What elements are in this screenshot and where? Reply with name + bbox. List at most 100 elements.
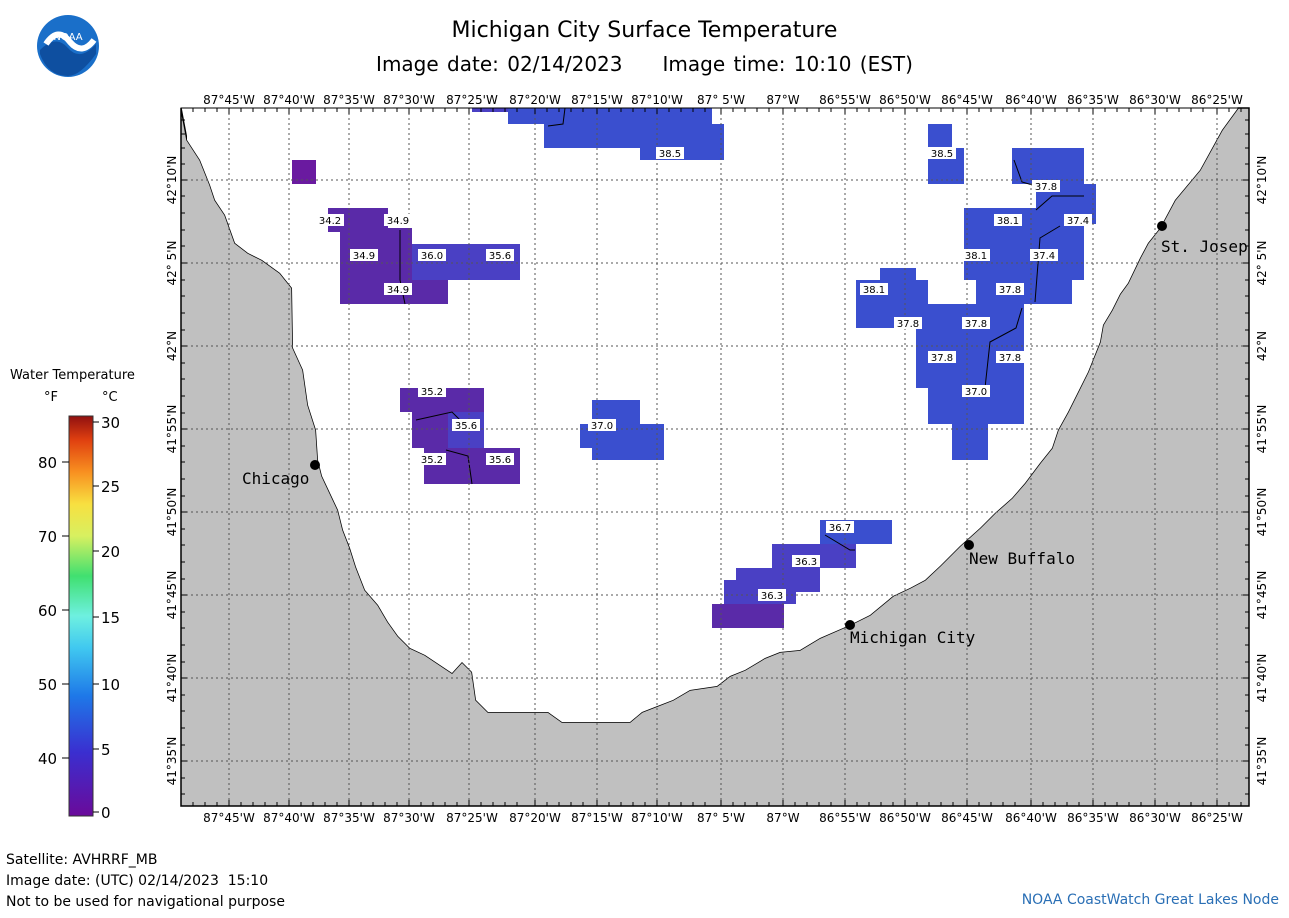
temp-label: 36.0	[418, 249, 446, 262]
lon-label: 87°10'W	[631, 811, 683, 825]
temp-label: 37.8	[928, 351, 956, 364]
lon-label: 86°45'W	[941, 811, 993, 825]
lon-label: 86°50'W	[879, 93, 931, 107]
lat-label: 41°50'N	[165, 488, 179, 537]
temp-label: 36.7	[826, 521, 854, 534]
lat-label: 42° 5'N	[165, 241, 179, 286]
lon-label: 87°30'W	[383, 811, 435, 825]
lon-label: 86°40'W	[1005, 811, 1057, 825]
temp-label: 37.8	[1032, 180, 1060, 193]
temp-label: 35.2	[418, 385, 446, 398]
frame-ticks	[180, 108, 1249, 806]
lon-label: 87°35'W	[323, 93, 375, 107]
svg-text:37.8: 37.8	[931, 353, 953, 364]
svg-text:34.9: 34.9	[387, 285, 409, 296]
lon-label: 87°25'W	[446, 93, 498, 107]
svg-text:37.4: 37.4	[1067, 216, 1089, 227]
svg-text:36.3: 36.3	[795, 557, 817, 568]
legend-c-tick: 5	[101, 741, 111, 759]
footer-utc-date: Image date: (UTC) 02/14/2023 15:10	[6, 873, 269, 889]
svg-text:36.3: 36.3	[761, 591, 783, 602]
svg-text:38.5: 38.5	[931, 149, 953, 160]
footer-satellite: Satellite: AVHRRF_MB	[6, 852, 158, 868]
temp-label: 38.1	[994, 214, 1022, 227]
legend-f-tick: 70	[38, 528, 57, 546]
lat-label: 41°45'N	[165, 571, 179, 620]
lon-label: 87°15'W	[571, 93, 623, 107]
svg-text:37.4: 37.4	[1033, 251, 1055, 262]
lon-label: 87°W	[766, 811, 799, 825]
temperature-legend: Water Temperature °F °C 80 70 60 50 40 3…	[10, 368, 135, 822]
temp-label: 35.6	[486, 453, 514, 466]
temp-label: 34.2	[316, 214, 344, 227]
lon-label: 87°25'W	[446, 811, 498, 825]
lon-label: 86°55'W	[819, 93, 871, 107]
image-time: Image time: 10:10 (EST)	[662, 52, 913, 76]
svg-text:37.8: 37.8	[1035, 182, 1057, 193]
lat-label: 42°10'N	[165, 156, 179, 205]
temperature-labels: 38.5 38.5 37.8 38.1 37.4 38.1 37.4 34.2 …	[316, 147, 1092, 602]
lon-label: 87°40'W	[263, 93, 315, 107]
legend-f-tick: 50	[38, 676, 57, 694]
lon-label: 86°30'W	[1129, 811, 1181, 825]
legend-c-tick: 20	[101, 543, 120, 561]
lon-label: 86°55'W	[819, 811, 871, 825]
lat-label: 42°N	[165, 331, 179, 361]
svg-text:37.8: 37.8	[999, 285, 1021, 296]
lon-label: 87°45'W	[203, 811, 255, 825]
lon-label: 86°40'W	[1005, 93, 1057, 107]
svg-text:38.1: 38.1	[863, 285, 885, 296]
city-dot-michigan-city	[845, 620, 855, 630]
legend-c-tick: 0	[101, 804, 111, 822]
legend-c-tick: 10	[101, 676, 120, 694]
lon-label: 87°20'W	[509, 93, 561, 107]
legend-c-tick: 25	[101, 478, 120, 496]
longitude-labels-bottom: 87°45'W 87°40'W 87°35'W 87°30'W 87°25'W …	[203, 811, 1243, 825]
lon-label: 87° 5'W	[697, 811, 745, 825]
temp-label: 35.6	[452, 419, 480, 432]
temp-label: 37.4	[1030, 249, 1058, 262]
lon-label: 87°20'W	[509, 811, 561, 825]
temp-label: 37.0	[588, 419, 616, 432]
city-dot-new-buffalo	[964, 540, 974, 550]
legend-f-tick: 40	[38, 750, 57, 768]
lat-label: 41°40'N	[165, 654, 179, 703]
temp-cell	[712, 604, 784, 628]
svg-text:37.0: 37.0	[965, 387, 987, 398]
map-subtitle: Image date: 02/14/2023 Image time: 10:10 …	[0, 52, 1289, 76]
latitude-labels-right: 42°10'N 42° 5'N 42°N 41°55'N 41°50'N 41°…	[1255, 156, 1269, 786]
city-label-st-joseph: St. Josep	[1161, 237, 1248, 256]
lon-label: 87°30'W	[383, 93, 435, 107]
footer-credit: NOAA CoastWatch Great Lakes Node	[1021, 892, 1279, 908]
logo-text: NOAA	[53, 32, 82, 43]
lat-label: 41°35'N	[1255, 737, 1269, 786]
longitude-labels-top: 87°45'W 87°40'W 87°35'W 87°30'W 87°25'W …	[203, 93, 1243, 107]
svg-text:35.6: 35.6	[489, 455, 511, 466]
temp-label: 37.8	[996, 351, 1024, 364]
lat-label: 42°10'N	[1255, 156, 1269, 205]
temp-label: 37.0	[962, 385, 990, 398]
latitude-labels-left: 42°10'N 42° 5'N 42°N 41°55'N 41°50'N 41°…	[165, 156, 179, 786]
lat-label: 41°55'N	[1255, 405, 1269, 454]
svg-text:38.1: 38.1	[965, 251, 987, 262]
temp-label: 37.4	[1064, 214, 1092, 227]
lon-label: 86°25'W	[1191, 93, 1243, 107]
legend-f-tick: 80	[38, 454, 57, 472]
temp-label: 37.8	[962, 317, 990, 330]
city-markers: Chicago Michigan City New Buffalo St. Jo…	[242, 221, 1248, 647]
legend-unit-f: °F	[44, 390, 58, 405]
svg-text:37.8: 37.8	[897, 319, 919, 330]
city-dot-chicago	[310, 460, 320, 470]
temp-label: 35.2	[418, 453, 446, 466]
svg-text:34.9: 34.9	[387, 216, 409, 227]
svg-text:37.0: 37.0	[591, 421, 613, 432]
lon-label: 87°40'W	[263, 811, 315, 825]
lat-label: 42°N	[1255, 331, 1269, 361]
image-date: Image date: 02/14/2023	[376, 52, 623, 76]
lat-label: 41°50'N	[1255, 488, 1269, 537]
city-dot-st-joseph	[1157, 221, 1167, 231]
lat-label: 41°35'N	[165, 737, 179, 786]
lat-label: 41°55'N	[165, 405, 179, 454]
temp-label: 34.9	[350, 249, 378, 262]
